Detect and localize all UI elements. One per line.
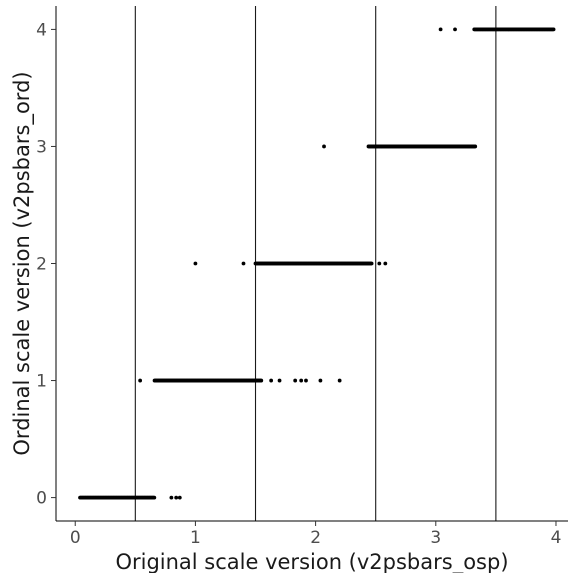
data-point [299,378,304,383]
data-point [318,378,323,383]
cutpoint-lines [134,6,497,521]
y-tick-label: 2 [36,255,47,275]
data-point [138,378,143,383]
data-point [152,495,157,500]
x-tick-label: 4 [551,528,562,548]
x-tick-label: 2 [310,528,321,548]
data-points [78,27,556,500]
data-point [177,495,182,500]
data-point [438,27,443,32]
x-tick-label: 3 [430,528,441,548]
x-tick-label: 1 [190,528,201,548]
data-point [193,261,198,266]
data-point [304,378,308,383]
data-point [369,261,374,266]
y-axis-ticks: 0 1 2 3 4 [36,20,56,509]
y-tick-label: 1 [36,372,47,392]
data-point [241,261,246,266]
x-axis-ticks: 0 1 2 3 4 [70,521,562,548]
y-axis-title: Ordinal scale version (v2psbars_ord) [10,71,35,455]
x-axis-title: Original scale version (v2psbars_osp) [115,550,508,573]
data-point [169,495,174,500]
data-point [269,378,274,383]
data-point [453,27,457,32]
data-point [293,378,298,383]
x-tick-label: 0 [70,528,81,548]
data-point [383,261,388,266]
data-point [174,495,179,500]
data-point [259,378,264,383]
data-point [473,144,478,149]
y-tick-label: 3 [36,137,47,157]
y-tick-label: 4 [36,20,47,40]
data-point [322,144,326,149]
data-point [277,378,282,383]
data-point [551,27,556,32]
data-point [377,261,382,266]
data-point [337,378,342,383]
y-tick-label: 0 [36,489,47,509]
